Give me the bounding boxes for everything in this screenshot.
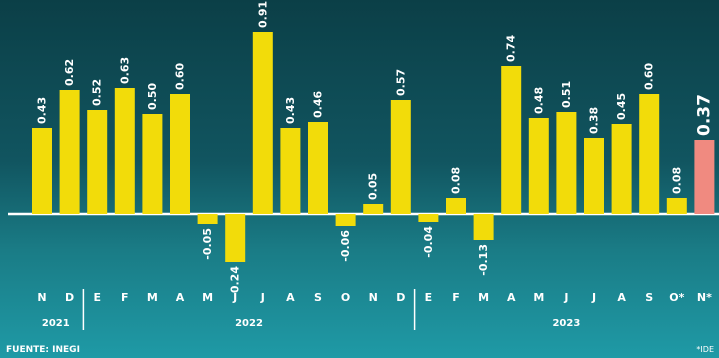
month-label: M [147, 291, 158, 304]
month-label: A [507, 291, 516, 304]
month-label: O [341, 291, 350, 304]
value-label: 0.50 [146, 83, 159, 110]
value-label: 0.08 [670, 167, 683, 194]
month-label: J [260, 291, 265, 304]
value-label: -0.04 [422, 226, 435, 258]
value-label: 0.63 [118, 57, 131, 84]
year-label: 2022 [235, 318, 263, 329]
month-label: E [93, 291, 101, 304]
value-label: 0.46 [312, 91, 325, 118]
value-label: 0.91 [256, 1, 269, 28]
value-label: 0.62 [63, 59, 76, 86]
source-label: FUENTE: INEGI [6, 345, 80, 355]
bar [32, 128, 52, 214]
value-label: 0.45 [615, 93, 628, 120]
month-label: A [176, 291, 185, 304]
bar [528, 118, 549, 214]
value-label: 0.60 [174, 63, 187, 90]
bar [390, 100, 411, 214]
bar [225, 214, 246, 262]
value-label: -0.06 [339, 230, 352, 262]
value-label: -0.05 [201, 228, 214, 260]
month-label: O* [669, 291, 684, 304]
month-label: M [478, 291, 489, 304]
value-label: 0.57 [394, 69, 407, 96]
bar [335, 214, 356, 226]
month-label: F [452, 291, 460, 304]
month-label: D [65, 291, 74, 304]
bar [639, 94, 660, 214]
value-label: 0.48 [532, 87, 545, 114]
value-label: -0.13 [477, 244, 490, 276]
value-label: 0.43 [36, 97, 49, 124]
bar [197, 214, 218, 224]
month-label: M [202, 291, 213, 304]
month-label: J [563, 291, 568, 304]
bar [280, 128, 301, 214]
bar [142, 114, 163, 214]
value-label: 0.38 [588, 107, 601, 134]
value-label: -0.24 [229, 266, 242, 298]
value-label: 0.08 [450, 167, 463, 194]
month-label: A [617, 291, 626, 304]
bar [446, 198, 466, 214]
footnote-label: *IDE [696, 345, 714, 354]
month-label: A [286, 291, 295, 304]
bar [363, 204, 384, 214]
bar [418, 214, 439, 222]
bar [170, 94, 190, 214]
month-label: S [645, 291, 653, 304]
bar [473, 214, 494, 240]
value-label: 0.43 [284, 97, 297, 124]
value-label: 0.52 [91, 79, 104, 106]
bar [114, 88, 135, 214]
month-label: F [121, 291, 129, 304]
value-label: 0.60 [643, 63, 656, 90]
bar [584, 138, 604, 214]
value-label: 0.05 [367, 173, 380, 200]
month-label: J [591, 291, 596, 304]
month-label: N [37, 291, 46, 304]
year-label: 2023 [552, 318, 580, 329]
month-label: N [369, 291, 378, 304]
bar [694, 140, 715, 214]
month-label: J [232, 291, 237, 304]
bar [59, 90, 80, 214]
bar [252, 32, 273, 214]
bar [611, 124, 632, 214]
bar [501, 66, 522, 214]
month-label: M [533, 291, 544, 304]
bar [87, 110, 108, 214]
month-label: D [396, 291, 405, 304]
year-label: 2021 [42, 318, 70, 329]
bar [666, 198, 687, 214]
bar [308, 122, 328, 214]
bar [556, 112, 577, 214]
month-label: E [425, 291, 433, 304]
value-label: 0.51 [560, 81, 573, 108]
value-label: 0.37 [694, 94, 714, 136]
month-label: S [314, 291, 322, 304]
month-label: N* [697, 291, 712, 304]
value-label: 0.74 [505, 35, 518, 62]
